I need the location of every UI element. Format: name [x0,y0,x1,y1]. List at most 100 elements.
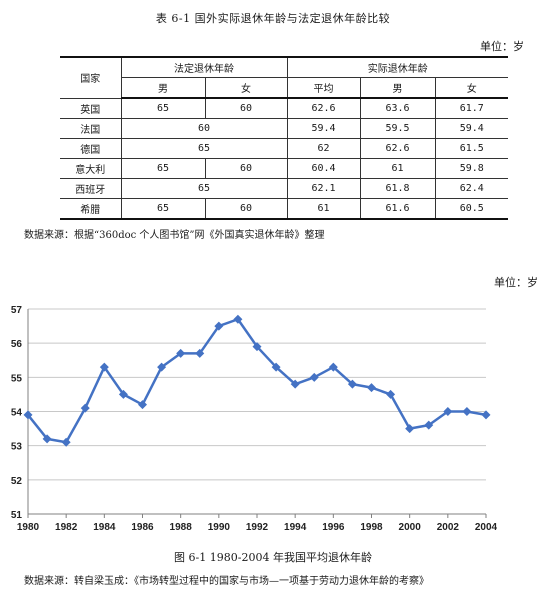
x-tick-label: 1982 [55,522,78,533]
x-tick-label: 1980 [17,522,40,533]
data-point-marker [42,434,52,444]
x-tick-label: 2002 [437,522,460,533]
table-source-note: 数据来源：根据“360doc 个人图书馆”网《外国真实退休年龄》整理 [24,230,325,241]
legal-both-cell: 60 [121,118,288,139]
x-tick-label: 2000 [399,522,422,533]
x-tick-label: 1992 [246,522,269,533]
legal-female-cell: 60 [205,98,288,119]
actual-male-cell: 61.8 [360,178,436,199]
actual-female-cell: 62.4 [435,178,508,199]
y-tick-label: 57 [11,305,23,316]
actual-female-cell: 61.5 [435,138,508,159]
data-point-marker [386,389,396,399]
table-row: 英国 65 60 62.6 63.6 61.7 [60,98,508,119]
x-tick-label: 1996 [322,522,345,533]
legal-both-cell: 65 [121,138,288,159]
country-cell: 德国 [60,138,122,159]
table-title: 表 6-1 国外实际退休年龄与法定退休年龄比较 [155,12,391,25]
header-legal-age: 法定退休年龄 [121,56,288,78]
data-point-marker [157,362,167,372]
country-cell: 法国 [60,118,122,139]
legal-both-cell: 65 [121,178,288,199]
x-tick-label: 1984 [93,522,116,533]
legal-female-cell: 60 [205,158,288,179]
actual-male-cell: 61.6 [360,198,436,220]
actual-female-cell: 59.8 [435,158,508,179]
country-cell: 西班牙 [60,178,122,199]
legal-male-cell: 65 [121,198,206,220]
data-point-marker [367,383,376,393]
header-country: 国家 [60,56,122,99]
data-point-marker [290,379,300,389]
data-point-marker [233,314,243,324]
header-legal-male: 男 [121,77,206,99]
legal-female-cell: 60 [205,198,288,220]
actual-male-cell: 61 [360,158,436,179]
data-point-marker [309,372,319,382]
y-tick-label: 51 [11,510,23,521]
table-row: 法国 60 59.4 59.5 59.4 [60,118,508,139]
country-cell: 意大利 [60,158,122,179]
data-point-marker [462,407,472,416]
data-point-marker [23,410,33,420]
actual-average-cell: 60.4 [287,158,361,179]
actual-female-cell: 61.7 [435,98,508,119]
actual-male-cell: 59.5 [360,118,436,139]
data-point-marker [118,389,128,399]
actual-male-cell: 62.6 [360,138,436,159]
retirement-age-line-chart: 51 52 53 54 55 56 57 1980 1982 1984 1986 1988 1990 19… [11,305,498,533]
retirement-age-table: 国家 法定退休年龄 实际退休年龄 男 女 平均 男 女 英国 65 60 62.… [60,56,508,220]
header-actual-male: 男 [360,77,436,99]
x-tick-label: 1994 [284,522,307,533]
data-point-marker [328,362,338,372]
actual-average-cell: 62.1 [287,178,361,199]
y-tick-label: 56 [11,339,23,350]
y-tick-label: 53 [11,442,23,453]
data-point-marker [214,321,224,331]
data-point-marker [481,410,491,420]
table-row: 西班牙 65 62.1 61.8 62.4 [60,178,508,199]
figure-source-note: 数据来源：转自梁玉成：《市场转型过程中的国家与市场—一项基于劳动力退休年龄的考察… [24,576,429,587]
data-point-marker [80,403,90,413]
actual-average-cell: 62 [287,138,361,159]
table-row: 德国 65 62 62.6 61.5 [60,138,508,159]
y-tick-label: 54 [11,408,23,419]
country-cell: 希腊 [60,198,122,220]
data-point-marker [138,400,147,410]
x-tick-label: 1988 [170,522,193,533]
data-point-marker [405,424,415,434]
legal-male-cell: 65 [121,98,206,119]
data-point-marker [424,420,434,430]
data-point-marker [195,348,205,358]
actual-average-cell: 62.6 [287,98,361,119]
data-point-marker [443,407,453,416]
data-point-marker [176,348,186,358]
x-tick-label: 1990 [208,522,231,533]
actual-male-cell: 63.6 [360,98,436,119]
country-cell: 英国 [60,98,122,119]
data-point-marker [99,362,109,372]
actual-female-cell: 59.4 [435,118,508,139]
x-tick-label: 1986 [131,522,154,533]
actual-average-cell: 61 [287,198,361,220]
actual-average-cell: 59.4 [287,118,361,139]
data-point-marker [271,362,281,372]
y-tick-label: 55 [11,373,23,384]
y-tick-label: 52 [11,476,23,487]
header-actual-female: 女 [435,77,508,99]
legal-male-cell: 65 [121,158,206,179]
figure-caption: 图 6-1 1980-2004 年我国平均退休年龄 [174,551,372,564]
data-point-marker [252,342,262,352]
series-line [27,318,487,444]
x-tick-label: 1998 [360,522,383,533]
actual-female-cell: 60.5 [435,198,508,220]
x-tick-label: 2004 [475,522,498,533]
header-legal-female: 女 [205,77,288,99]
data-point-marker [61,437,71,447]
table-unit: 单位：岁 [480,40,524,53]
data-point-marker [347,379,357,389]
chart-unit: 单位：岁 [494,276,538,289]
table-row: 希腊 65 60 61 61.6 60.5 [60,198,508,220]
header-actual-average: 平均 [287,77,361,99]
header-actual-age: 实际退休年龄 [287,56,508,78]
